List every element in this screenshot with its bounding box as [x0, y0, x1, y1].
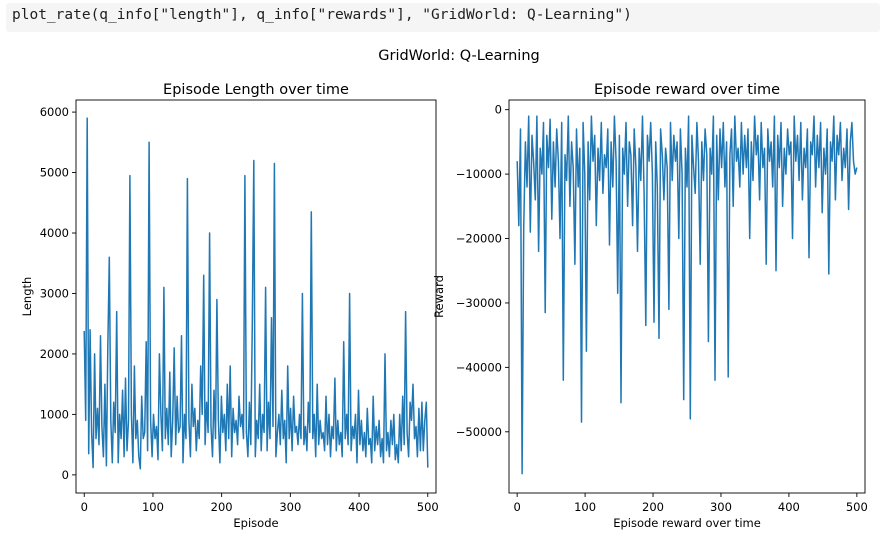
chart-2-xtick-label: 400: [778, 500, 800, 514]
chart-1-ytick-label: 5000: [40, 166, 69, 180]
chart-2-xtick-label: 300: [710, 500, 732, 514]
chart-1-xtick-label: 500: [417, 500, 439, 514]
chart-1-title: Episode Length over time: [163, 82, 349, 98]
chart-1-ytick-label: 3000: [40, 286, 69, 300]
chart-1-xlabel: Episode: [233, 516, 278, 530]
chart-2-ytick-label: −40000: [456, 360, 502, 374]
chart-1-ylabel: Length: [20, 277, 34, 317]
chart-2-title: Episode reward over time: [594, 82, 780, 98]
chart-2-ytick-label: −10000: [456, 167, 502, 181]
chart-2-xlabel: Episode reward over time: [613, 516, 761, 530]
chart-2-ytick-label: −50000: [456, 425, 502, 439]
code-cell[interactable]: plot_rate(q_info["length"], q_info["rewa…: [6, 3, 880, 32]
figure-suptitle: GridWorld: Q-Learning: [378, 48, 540, 64]
chart-2-xtick-label: 200: [642, 500, 664, 514]
chart-1-ytick-label: 1000: [40, 407, 69, 421]
chart-2-ytick-label: 0: [495, 103, 502, 117]
chart-2-xtick-label: 100: [574, 500, 596, 514]
chart-2-ylabel: Reward: [432, 275, 446, 318]
chart-1-xtick-label: 100: [142, 500, 164, 514]
chart-2-xtick-label: 0: [513, 500, 520, 514]
chart-1-series-line: [83, 117, 429, 470]
chart-1-ytick-label: 4000: [40, 226, 69, 240]
chart-1-axes-frame: [75, 99, 437, 494]
chart-1-xtick-label: 200: [211, 500, 233, 514]
chart-2-axes-frame: [508, 99, 866, 494]
chart-1-xtick-label: 300: [279, 500, 301, 514]
chart-1-xtick-label: 0: [81, 500, 88, 514]
chart-1-ytick-label: 0: [62, 468, 69, 482]
chart-1-ytick-label: 2000: [40, 347, 69, 361]
chart-1-xtick-label: 400: [348, 500, 370, 514]
chart-2-ytick-label: −30000: [456, 296, 502, 310]
chart-1-ytick-label: 6000: [40, 105, 69, 119]
chart-2-series-line: [516, 115, 858, 475]
chart-2-xtick-label: 500: [846, 500, 868, 514]
chart-2-ytick-label: −20000: [456, 232, 502, 246]
